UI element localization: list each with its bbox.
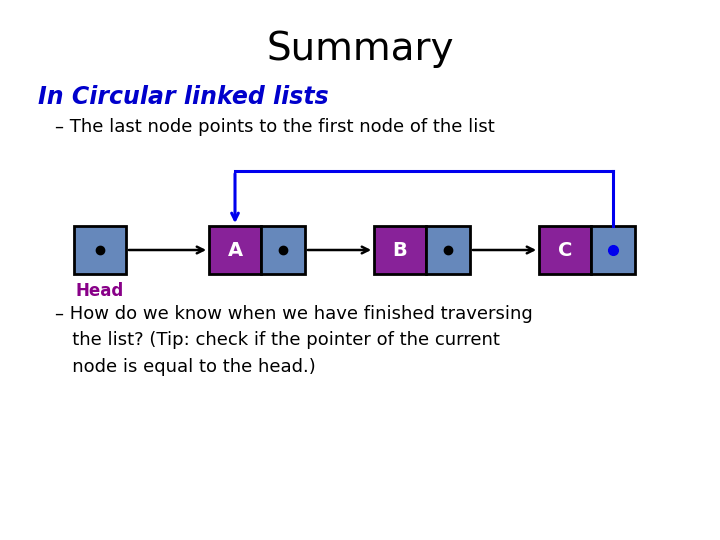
Text: A: A <box>228 240 243 260</box>
Text: Head: Head <box>76 282 124 300</box>
Text: – How do we know when we have finished traversing
   the list? (Tip: check if th: – How do we know when we have finished t… <box>55 305 533 376</box>
Text: C: C <box>558 240 572 260</box>
FancyBboxPatch shape <box>209 226 261 274</box>
FancyBboxPatch shape <box>591 226 635 274</box>
Text: In Circular linked lists: In Circular linked lists <box>38 85 329 109</box>
FancyBboxPatch shape <box>374 226 426 274</box>
FancyBboxPatch shape <box>74 226 126 274</box>
FancyBboxPatch shape <box>261 226 305 274</box>
FancyBboxPatch shape <box>539 226 591 274</box>
Text: B: B <box>392 240 408 260</box>
FancyBboxPatch shape <box>426 226 470 274</box>
Text: – The last node points to the first node of the list: – The last node points to the first node… <box>55 118 495 136</box>
Text: Summary: Summary <box>266 30 454 68</box>
